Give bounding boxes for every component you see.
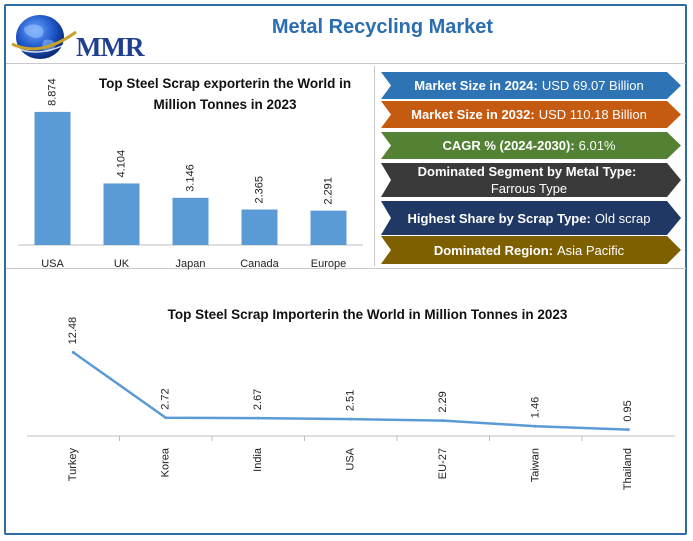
stat-value: USD 69.07 Billion <box>541 78 644 93</box>
import-point <box>256 416 260 420</box>
export-chart-title-line1: Top Steel Scrap exporterin the World in <box>98 76 352 91</box>
arrow-shape-icon <box>381 72 681 99</box>
stat-value: Farrous Type <box>490 181 568 196</box>
export-bar <box>103 183 140 245</box>
import-point <box>164 416 168 420</box>
outer-frame <box>4 4 687 535</box>
arrow-shape-icon <box>381 236 681 264</box>
export-chart-title-line2: Million Tonnes in 2023 <box>153 97 297 112</box>
export-value-label: 2.291 <box>322 177 334 205</box>
import-point <box>71 350 75 354</box>
import-line-chart: 12.48 Turkey 2.72 Korea 2.67 India 2.51 USA 2.29… <box>27 317 675 490</box>
import-value-label: 0.95 <box>622 400 634 421</box>
middle-divider <box>6 268 686 269</box>
import-category-label: Taiwan <box>530 448 542 482</box>
stat-label: Highest Share by Scrap Type: <box>407 210 591 226</box>
stat-label: CAGR % (2024-2030): <box>442 138 575 153</box>
import-value-label: 2.72 <box>160 388 172 409</box>
arrow-shape-icon <box>381 163 681 197</box>
arrow-shape-icon <box>381 132 681 159</box>
export-category-label: UK <box>114 258 130 270</box>
stat-pill: Highest Share by Scrap Type: Old scrap <box>381 201 681 235</box>
import-category-label: Korea <box>160 447 172 477</box>
export-category-label: Canada <box>240 258 279 270</box>
export-bar <box>241 209 278 245</box>
import-point <box>626 428 630 432</box>
stat-pill: CAGR % (2024-2030): 6.01% <box>381 132 681 159</box>
export-category-label: Europe <box>311 258 346 270</box>
export-category-label: Japan <box>176 258 206 270</box>
export-value-label: 8.874 <box>46 78 58 106</box>
import-value-label: 12.48 <box>67 317 79 345</box>
export-value-label: 4.104 <box>115 150 127 178</box>
stat-value: USD 110.18 Billion <box>538 107 647 122</box>
import-chart-title: Top Steel Scrap Importerin the World in … <box>167 307 568 322</box>
stat-value: Asia Pacific <box>556 242 625 258</box>
stat-pill: Dominated Region: Asia Pacific <box>381 236 681 264</box>
stat-pill: Market Size in 2032: USD 110.18 Billion <box>381 101 681 128</box>
import-category-label: Thailand <box>622 448 634 490</box>
stat-pill: Market Size in 2024: USD 69.07 Billion <box>381 72 681 99</box>
export-bar-chart: 8.874 USA 4.104 UK 3.146 Japan 2.365 Canada 2.29… <box>18 78 363 270</box>
import-point <box>441 419 445 423</box>
logo-text: MMR <box>76 32 144 62</box>
page-title: Metal Recycling Market <box>271 16 494 38</box>
vertical-divider <box>374 66 375 266</box>
import-value-label: 2.67 <box>252 389 264 410</box>
stat-label: Market Size in 2024: <box>414 78 538 93</box>
stat-label: Dominated Region: <box>433 242 553 258</box>
arrow-shape-icon <box>381 101 681 128</box>
export-bar <box>172 197 209 245</box>
import-value-label: 2.51 <box>345 390 357 411</box>
export-bar <box>310 210 347 245</box>
arrow-shape-icon <box>381 201 681 235</box>
stat-pill: Dominated Segment by Metal Type: Farrous … <box>381 163 681 197</box>
top-divider <box>6 63 686 64</box>
export-bar <box>34 111 71 245</box>
import-value-label: 2.29 <box>437 391 449 412</box>
import-point <box>534 424 538 428</box>
export-value-label: 3.146 <box>184 164 196 192</box>
stat-value: 6.01% <box>578 138 616 153</box>
import-category-label: India <box>252 447 264 472</box>
import-point <box>349 417 353 421</box>
export-category-label: USA <box>41 258 64 270</box>
import-category-label: USA <box>345 447 357 470</box>
stat-value: Old scrap <box>594 210 651 226</box>
globe-icon <box>11 15 81 59</box>
import-value-label: 1.46 <box>530 397 542 418</box>
import-category-label: EU-27 <box>437 448 449 479</box>
mmr-logo: MMR <box>10 10 150 64</box>
export-value-label: 2.365 <box>253 176 265 204</box>
stat-label: Dominated Segment by Metal Type: <box>417 164 637 179</box>
stat-label: Market Size in 2032: <box>411 107 535 122</box>
export-chart-title: Top Steel Scrap exporterin the World in … <box>80 73 370 115</box>
import-category-label: Turkey <box>67 448 79 482</box>
